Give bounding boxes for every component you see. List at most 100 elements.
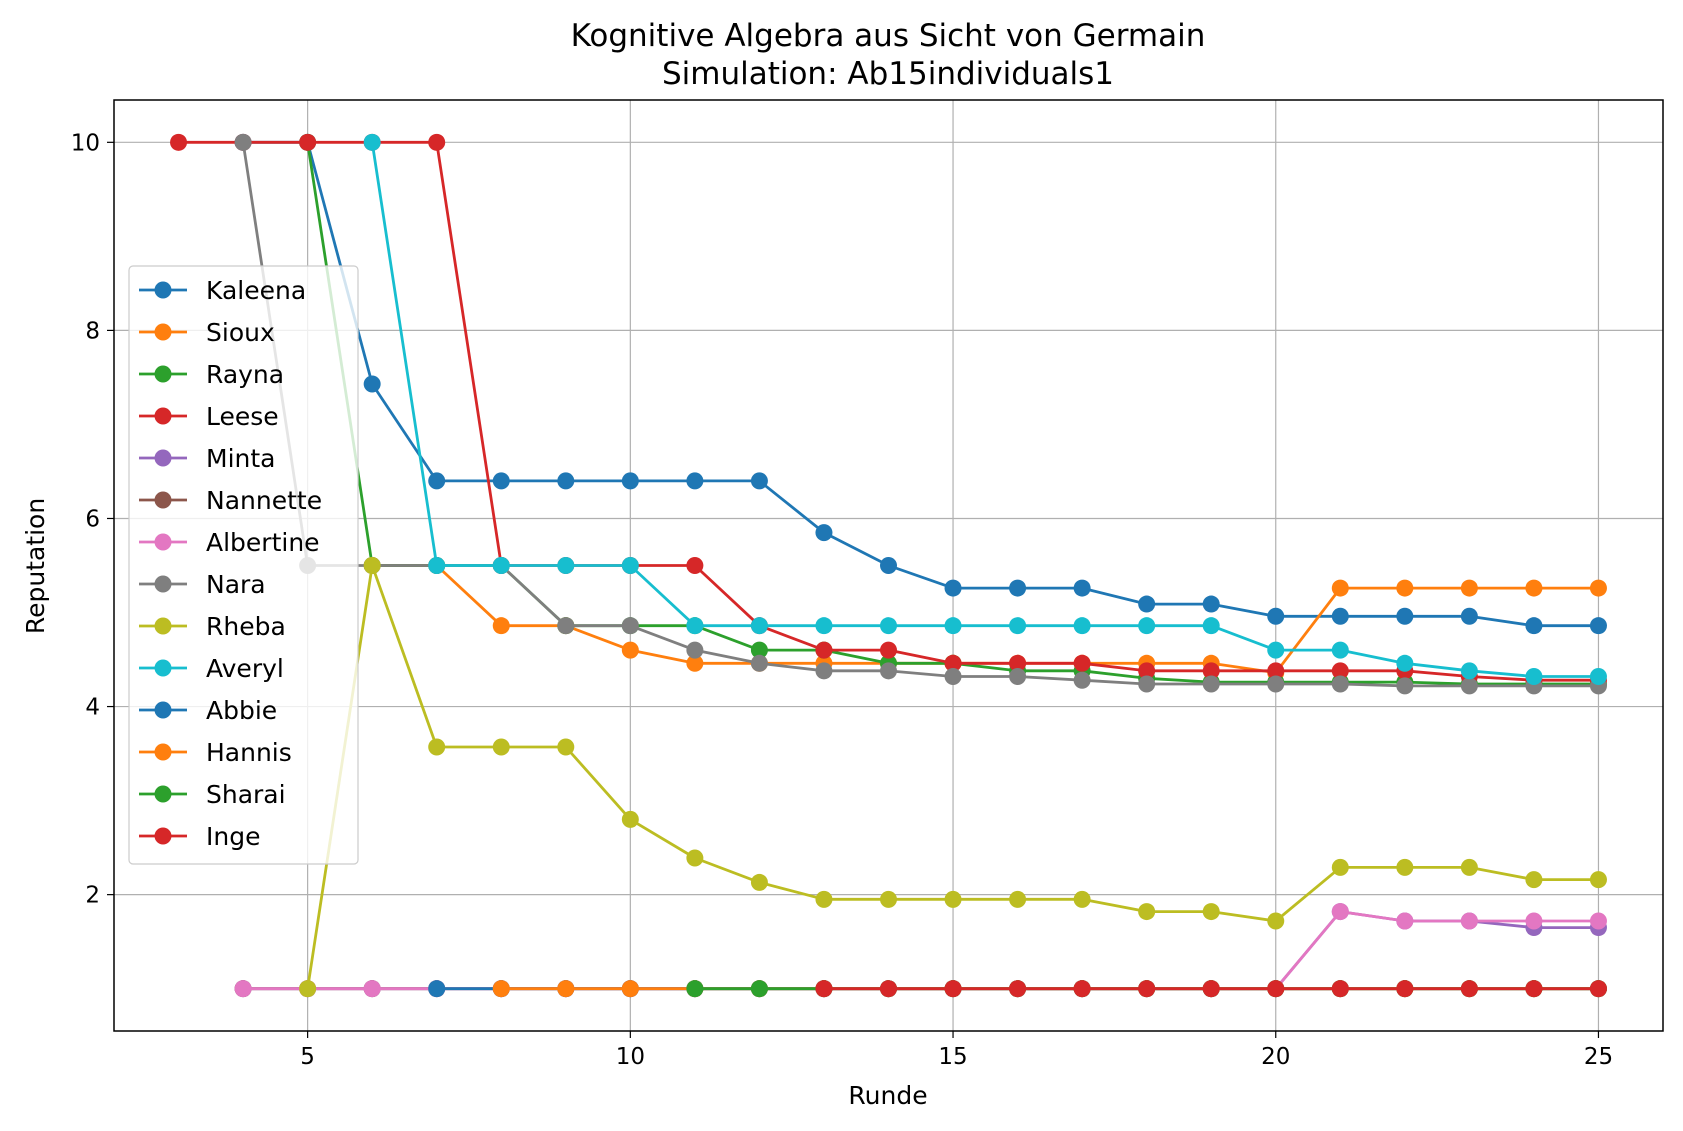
y-tick-label: 10 <box>71 130 100 156</box>
data-point <box>1138 617 1156 635</box>
data-point <box>750 472 768 490</box>
data-point <box>1460 858 1478 876</box>
data-point <box>1331 579 1349 597</box>
legend: Kaleena Sioux Rayna Leese Minta Nannette Alber… <box>128 265 359 865</box>
legend-label: Rheba <box>206 612 286 641</box>
data-point <box>815 890 833 908</box>
data-point <box>428 738 446 756</box>
data-point <box>944 890 962 908</box>
y-tick-label: 4 <box>85 695 100 721</box>
data-point <box>1460 980 1478 998</box>
data-point <box>1525 579 1543 597</box>
data-point <box>1009 617 1027 635</box>
data-point <box>1396 607 1414 625</box>
legend-swatch-marker <box>154 365 172 383</box>
data-point <box>1460 579 1478 597</box>
data-point <box>428 980 446 998</box>
data-point <box>1009 890 1027 908</box>
series-inge <box>815 980 1607 998</box>
x-tick-label: 25 <box>1584 1044 1613 1070</box>
legend-box <box>128 265 359 865</box>
legend-swatch-marker <box>154 827 172 845</box>
x-tick-label: 20 <box>1261 1044 1290 1070</box>
data-point <box>492 472 510 490</box>
legend-label: Averyl <box>206 654 284 683</box>
legend-swatch-marker <box>154 743 172 761</box>
data-point <box>621 980 639 998</box>
data-point <box>686 472 704 490</box>
data-point <box>815 980 833 998</box>
data-point <box>750 617 768 635</box>
data-point <box>1202 980 1220 998</box>
legend-label: Albertine <box>206 528 320 557</box>
data-point <box>492 738 510 756</box>
data-point <box>557 472 575 490</box>
data-point <box>1525 617 1543 635</box>
series-line <box>243 140 1599 628</box>
axis-ticks: 5 10 15 20 25 2 4 6 8 10 <box>71 130 1613 1070</box>
data-point <box>492 557 510 574</box>
data-point <box>944 667 962 685</box>
series-averyl <box>363 133 1607 685</box>
data-point <box>880 617 897 635</box>
data-point <box>1138 675 1156 693</box>
series-line <box>243 910 1599 991</box>
data-point <box>815 641 833 659</box>
data-point <box>1396 912 1414 930</box>
data-point <box>750 641 768 659</box>
data-point <box>1331 675 1349 693</box>
data-point <box>686 641 704 659</box>
data-point <box>1009 654 1027 672</box>
legend-label: Inge <box>206 822 260 851</box>
x-tick-label: 15 <box>938 1044 967 1070</box>
legend-label: Nara <box>206 570 266 599</box>
data-point <box>880 980 897 998</box>
data-point <box>428 472 446 490</box>
data-point <box>1396 858 1414 876</box>
data-point <box>557 617 575 635</box>
series-rheba <box>299 557 1607 998</box>
legend-item: Leese <box>139 402 279 431</box>
legend-item: Rayna <box>139 360 284 389</box>
data-point <box>750 654 768 672</box>
data-point <box>880 557 897 574</box>
data-point <box>1331 662 1349 680</box>
data-point <box>1073 980 1091 998</box>
data-point <box>1138 662 1156 680</box>
data-point <box>1202 595 1220 613</box>
data-point <box>1589 980 1607 998</box>
data-point <box>1009 667 1027 685</box>
data-point <box>686 849 704 867</box>
legend-label: Abbie <box>206 696 277 725</box>
data-point <box>621 557 639 574</box>
series-nara <box>234 133 1607 695</box>
data-point <box>1331 607 1349 625</box>
data-point <box>1396 677 1414 695</box>
data-point <box>1589 912 1607 930</box>
legend-label: Hannis <box>206 738 292 767</box>
legend-swatch-marker <box>154 449 172 467</box>
series-leese <box>170 133 1607 689</box>
legend-item: Albertine <box>139 528 320 557</box>
data-point <box>1202 903 1220 921</box>
data-point <box>1138 903 1156 921</box>
data-point <box>1396 579 1414 597</box>
data-point <box>880 890 897 908</box>
data-point <box>1073 654 1091 672</box>
data-point <box>815 524 833 542</box>
data-point <box>299 133 317 151</box>
data-point <box>1267 675 1285 693</box>
data-point <box>1073 617 1091 635</box>
data-point <box>1267 912 1285 930</box>
legend-swatch-marker <box>154 323 172 341</box>
legend-swatch-marker <box>154 785 172 803</box>
series-layer <box>170 133 1607 998</box>
data-point <box>363 375 381 393</box>
legend-item: Sharai <box>139 780 286 809</box>
data-point <box>557 980 575 998</box>
data-point <box>363 133 381 151</box>
data-point <box>1202 662 1220 680</box>
legend-swatch-marker <box>154 659 172 677</box>
data-point <box>1589 871 1607 889</box>
